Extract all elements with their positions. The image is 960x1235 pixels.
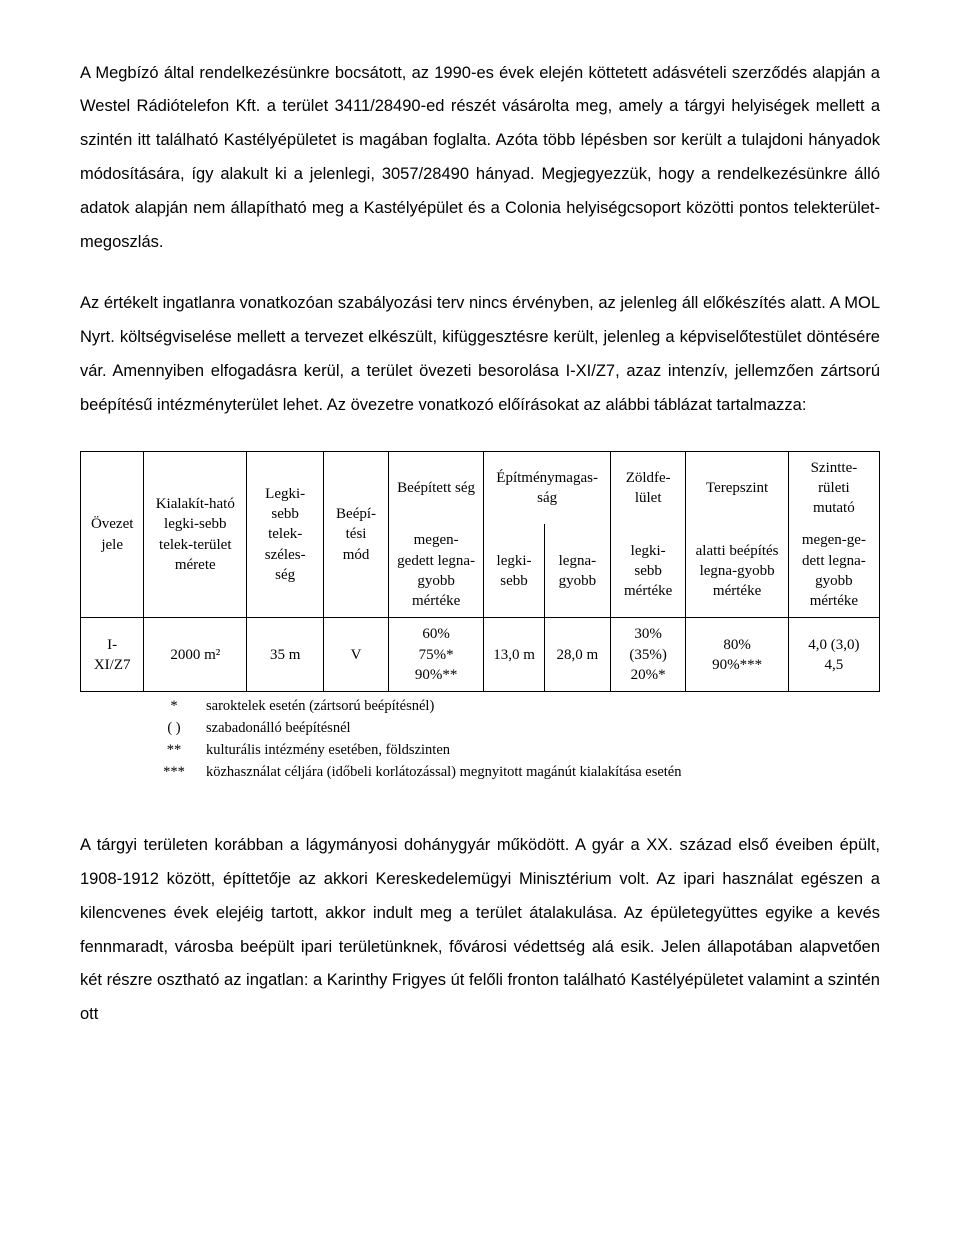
regulations-table-wrap: Övezet jele Kialakít-ható legki-sebb tel… bbox=[80, 451, 880, 784]
col-szintteruleti-top: Szintte-rületi mutató bbox=[788, 451, 879, 524]
table-head: Övezet jele Kialakít-ható legki-sebb tel… bbox=[81, 451, 880, 618]
cell-szintteruleti: 4,0 (3,0) 4,5 bbox=[788, 618, 879, 692]
cell-telekterulet: 2000 m² bbox=[144, 618, 247, 692]
col-beepitettseg-top: Beépített ség bbox=[388, 451, 483, 524]
paragraph-1: A Megbízó által rendelkezésünkre bocsáto… bbox=[80, 57, 880, 260]
cell-telekszelesseg: 35 m bbox=[247, 618, 324, 692]
footnote-3-mark: ** bbox=[160, 740, 188, 761]
col-zoldfelulet: legki-sebb mértéke bbox=[610, 524, 685, 618]
cell-mag-legnagyobb: 28,0 m bbox=[544, 618, 610, 692]
cell-beepitettseg-l2: 75%* bbox=[397, 645, 475, 665]
footnote-2-text: szabadonálló beépítésnél bbox=[206, 718, 351, 739]
col-beepitettseg: megen-gedett legna-gyobb mértéke bbox=[388, 524, 483, 618]
footnote-1-mark: * bbox=[160, 696, 188, 717]
cell-ovezet-jele: I-XI/Z7 bbox=[81, 618, 144, 692]
footnote-1-text: saroktelek esetén (zártsorú beépítésnél) bbox=[206, 696, 434, 717]
cell-beepitettseg: 60% 75%* 90%** bbox=[388, 618, 483, 692]
col-beepitesi-mod: Beépí-tési mód bbox=[324, 451, 389, 618]
cell-zoldfelulet-l2: (35%) bbox=[619, 645, 677, 665]
cell-szintteruleti-l2: 4,5 bbox=[797, 655, 871, 675]
footnote-3: ** kulturális intézmény esetében, földsz… bbox=[160, 740, 880, 761]
cell-terepszint-l2: 90%*** bbox=[694, 655, 779, 675]
table-body: I-XI/Z7 2000 m² 35 m V 60% 75%* 90%** 13… bbox=[81, 618, 880, 692]
footnote-4-text: közhasználat céljára (időbeli korlátozás… bbox=[206, 762, 682, 783]
col-mag-legnagyobb: legna-gyobb bbox=[544, 524, 610, 618]
cell-terepszint: 80% 90%*** bbox=[686, 618, 788, 692]
col-telekszelesseg: Legki-sebb telek-széles-ség bbox=[247, 451, 324, 618]
col-ovezet-jele: Övezet jele bbox=[81, 451, 144, 618]
cell-terepszint-l1: 80% bbox=[694, 635, 779, 655]
footnote-4-mark: *** bbox=[160, 762, 188, 783]
footnote-3-text: kulturális intézmény esetében, földszint… bbox=[206, 740, 450, 761]
paragraph-3: A tárgyi területen korábban a lágymányos… bbox=[80, 829, 880, 1032]
col-zoldfelulet-top: Zöldfe-lület bbox=[610, 451, 685, 524]
regulations-table: Övezet jele Kialakít-ható legki-sebb tel… bbox=[80, 451, 880, 693]
col-epitmenymagassag-top: Építménymagas-ság bbox=[484, 451, 611, 524]
col-terepszint-top: Terepszint bbox=[686, 451, 788, 524]
cell-zoldfelulet: 30% (35%) 20%* bbox=[610, 618, 685, 692]
cell-beepitettseg-l1: 60% bbox=[397, 624, 475, 644]
table-row: I-XI/Z7 2000 m² 35 m V 60% 75%* 90%** 13… bbox=[81, 618, 880, 692]
footnote-4: *** közhasználat céljára (időbeli korlát… bbox=[160, 762, 880, 783]
cell-zoldfelulet-l1: 30% bbox=[619, 624, 677, 644]
table-header-row-1: Övezet jele Kialakít-ható legki-sebb tel… bbox=[81, 451, 880, 524]
col-terepszint: alatti beépítés legna-gyobb mértéke bbox=[686, 524, 788, 618]
col-telekterulet: Kialakít-ható legki-sebb telek-terület m… bbox=[144, 451, 247, 618]
cell-szintteruleti-l1: 4,0 (3,0) bbox=[797, 635, 871, 655]
footnote-1: * saroktelek esetén (zártsorú beépítésné… bbox=[160, 696, 880, 717]
table-footnotes: * saroktelek esetén (zártsorú beépítésné… bbox=[80, 696, 880, 783]
col-mag-legkisebb: legki-sebb bbox=[484, 524, 545, 618]
cell-beepitettseg-l3: 90%** bbox=[397, 665, 475, 685]
cell-mag-legkisebb: 13,0 m bbox=[484, 618, 545, 692]
cell-zoldfelulet-l3: 20%* bbox=[619, 665, 677, 685]
paragraph-2: Az értékelt ingatlanra vonatkozóan szabá… bbox=[80, 287, 880, 422]
col-szintteruleti: megen-ge-dett legna-gyobb mértéke bbox=[788, 524, 879, 618]
document-page: A Megbízó által rendelkezésünkre bocsáto… bbox=[40, 0, 920, 1100]
footnote-2: ( ) szabadonálló beépítésnél bbox=[160, 718, 880, 739]
footnote-2-mark: ( ) bbox=[160, 718, 188, 739]
cell-beepitesi-mod: V bbox=[324, 618, 389, 692]
